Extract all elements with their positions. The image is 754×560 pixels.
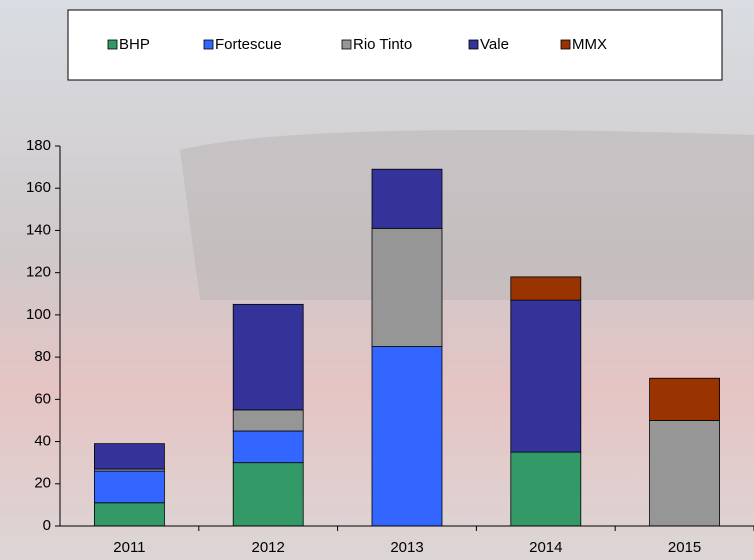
bar-segment bbox=[371, 346, 443, 527]
legend-swatch bbox=[468, 39, 479, 50]
bar-segment bbox=[94, 443, 165, 470]
x-tick-label: 2014 bbox=[529, 539, 562, 556]
bar-segment bbox=[510, 276, 582, 301]
legend-swatch bbox=[560, 39, 571, 50]
y-tick-label: 20 bbox=[34, 475, 51, 492]
bar-segment bbox=[232, 409, 304, 432]
y-tick-label: 0 bbox=[43, 517, 51, 534]
y-tick-label: 100 bbox=[26, 306, 51, 323]
legend: BHP Fortescue Rio Tinto Vale MMX bbox=[107, 36, 607, 53]
y-tick-label: 120 bbox=[26, 264, 51, 281]
legend-label: MMX bbox=[572, 36, 607, 53]
legend-label: BHP bbox=[119, 36, 150, 53]
bar-segment bbox=[232, 303, 304, 411]
bar-segment bbox=[371, 227, 443, 347]
legend-label: Rio Tinto bbox=[353, 36, 412, 53]
legend-box bbox=[67, 9, 723, 81]
legend-swatch bbox=[107, 39, 118, 50]
legend-label: Fortescue bbox=[215, 36, 282, 53]
bar-segment bbox=[232, 462, 304, 527]
bar-segment bbox=[649, 420, 720, 527]
plot: 0 20 40 60 80 100 120 140 160 180 2011 2012 2013 2014… bbox=[26, 137, 754, 556]
y-tick-label: 60 bbox=[34, 390, 51, 407]
bar-segment bbox=[649, 377, 720, 421]
y-tick-label: 80 bbox=[34, 348, 51, 365]
y-tick-label: 160 bbox=[26, 179, 51, 196]
legend-swatch bbox=[341, 39, 352, 50]
bar-segment bbox=[232, 430, 304, 464]
x-tick-label: 2011 bbox=[113, 539, 145, 556]
bar-segment bbox=[510, 299, 582, 453]
bar-segment bbox=[94, 470, 165, 504]
y-tick-label: 180 bbox=[26, 137, 51, 154]
y-tick-label: 140 bbox=[26, 221, 51, 238]
legend-label: Vale bbox=[480, 36, 509, 53]
y-tick-label: 40 bbox=[34, 433, 51, 450]
x-tick-label: 2012 bbox=[252, 539, 285, 556]
legend-swatch bbox=[203, 39, 214, 50]
x-tick-label: 2013 bbox=[390, 539, 423, 556]
bar-segment bbox=[510, 451, 582, 527]
bar-segment bbox=[371, 168, 443, 229]
background-ship bbox=[180, 130, 754, 300]
x-tick-label: 2015 bbox=[668, 539, 701, 556]
bar-segment bbox=[94, 502, 165, 527]
